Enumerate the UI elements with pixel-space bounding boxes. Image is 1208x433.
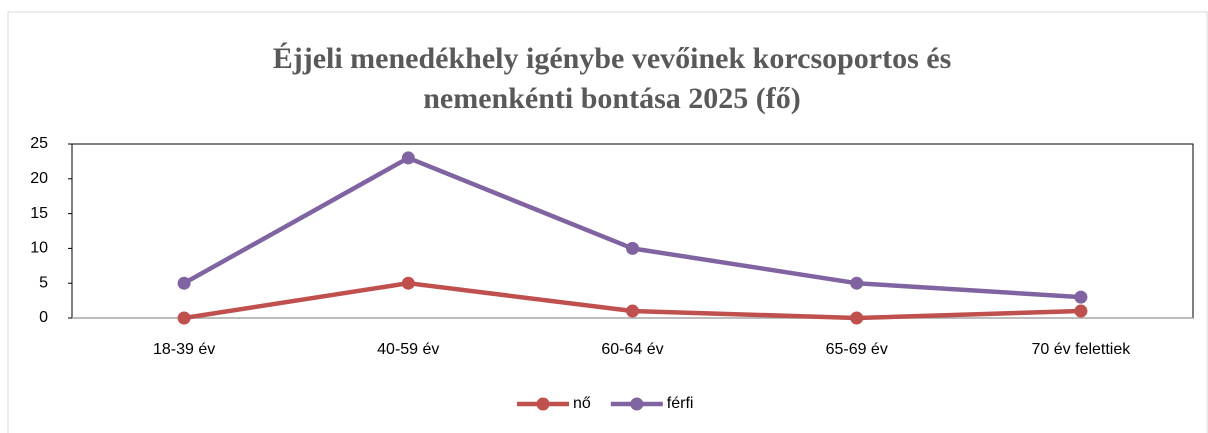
x-tick-label: 65-69 év [826,341,888,358]
data-point [177,276,191,290]
y-tick-label: 0 [39,309,48,326]
chart-title: nemenkénti bontása 2025 (fő) [423,82,801,115]
y-tick-label: 5 [39,274,48,291]
data-point [850,311,864,325]
legend-label: férfi [667,395,694,412]
legend-label: nő [573,395,591,412]
data-point [1074,304,1088,318]
x-tick-label: 60-64 év [601,341,663,358]
data-point [401,276,415,290]
data-point [177,311,191,325]
x-tick-label: 40-59 év [377,341,439,358]
data-point [626,241,639,255]
data-point [1074,290,1088,304]
chart-title: Éjjeli menedékhely igénybe vevőinek korc… [273,42,952,75]
x-tick-label: 18-39 év [153,341,215,358]
legend-marker [630,397,644,411]
y-tick-label: 25 [30,135,48,152]
x-tick-label: 70 év felettiek [1032,341,1132,358]
data-point [850,276,864,290]
chart-frame [7,11,1208,433]
data-point [626,304,639,318]
legend-marker [536,397,550,411]
y-tick-label: 20 [30,170,48,187]
y-tick-label: 15 [30,205,48,222]
y-tick-label: 10 [30,240,48,257]
data-point [401,151,415,165]
